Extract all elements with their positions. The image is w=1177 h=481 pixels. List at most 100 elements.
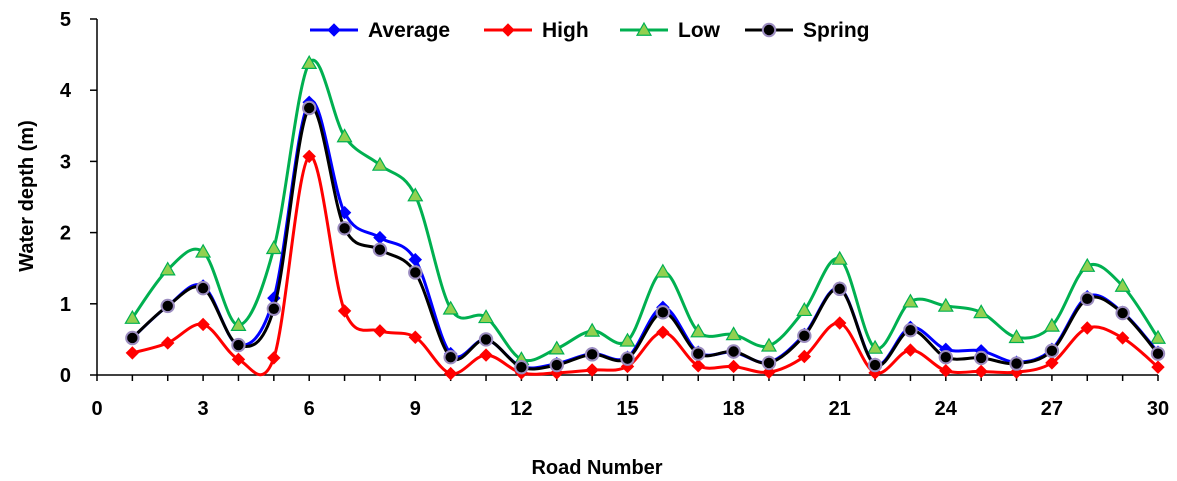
legend-item-average: Average [310,19,450,42]
data-point-high [797,349,812,364]
data-point-low [584,322,601,337]
y-axis-title: Water depth (m) [16,120,38,271]
data-point-spring [1044,343,1060,358]
data-point-low [690,323,707,338]
series-high [125,149,1165,381]
data-point-spring [832,281,847,297]
x-axis-title: Road Number [531,457,662,479]
data-point-low [1114,277,1131,292]
data-point-low [796,301,813,317]
legend-marker-high [501,23,515,37]
data-point-spring [903,322,918,338]
data-point-high [443,366,458,381]
data-point-low [654,263,671,278]
data-point-high [1151,360,1165,374]
data-point-high [408,330,423,344]
data-point-low [831,250,848,265]
legend-item-spring: Spring [745,19,870,42]
data-point-spring [620,351,635,366]
data-point-high [939,364,953,378]
legend-label-average: Average [368,19,450,42]
legend-label-low: Low [678,19,721,42]
x-tick-label: 0 [91,398,102,420]
data-point-high [1080,321,1094,335]
data-point-low [867,339,884,354]
data-point-low [760,337,778,352]
y-tick-label: 3 [60,151,71,173]
data-point-spring [443,350,458,365]
data-point-spring [867,357,883,373]
data-point-spring [691,346,706,361]
data-point-high [125,346,140,360]
series-layer [124,54,1167,381]
data-point-high [903,343,918,357]
legend: Average High Low Spring [310,19,870,42]
x-tick-label: 9 [410,398,421,420]
data-point-low [124,309,141,324]
data-point-spring [549,357,564,373]
data-point-low [265,240,282,255]
data-point-spring [797,328,812,344]
legend-marker-average [327,23,341,37]
data-point-low [159,261,176,276]
data-point-low [336,128,353,143]
data-point-low [619,332,636,347]
data-point-high [585,363,599,377]
x-tick-label: 3 [198,398,209,420]
data-point-low [1008,329,1025,344]
x-tick-label: 18 [722,398,744,420]
data-point-high [726,359,741,374]
data-point-low [1079,257,1096,272]
x-tick-label: 27 [1041,398,1063,420]
data-point-low [442,300,459,315]
x-tick-label: 30 [1147,398,1169,420]
data-point-low [725,326,742,341]
legend-label-high: High [542,19,589,42]
legend-item-low: Low [620,19,721,42]
data-point-low [301,54,318,69]
data-point-high [1115,331,1130,345]
data-point-high [302,149,316,164]
legend-item-high: High [484,19,589,42]
data-point-high [1045,356,1059,370]
data-point-spring [195,280,211,296]
series-spring [125,100,1166,375]
data-point-spring [655,305,671,320]
data-point-high [479,348,493,362]
data-point-spring [726,344,741,359]
data-point-low [195,243,212,258]
data-point-spring [1115,305,1130,321]
data-point-spring [761,355,777,371]
data-point-low [973,304,990,319]
y-tick-label: 0 [60,365,71,387]
data-point-low [230,316,247,332]
data-point-high [691,359,705,373]
data-point-low [371,156,388,171]
data-point-spring [938,350,953,365]
data-point-spring [337,221,352,236]
data-point-low [1043,317,1060,332]
data-point-spring [478,332,494,347]
data-point-spring [1009,356,1024,371]
x-tick-label: 24 [935,398,958,420]
x-tick-label: 15 [616,398,638,420]
data-point-high [231,352,246,367]
data-point-average [373,230,387,245]
series-low [124,54,1167,366]
data-point-low [548,340,565,355]
data-point-spring [1080,291,1095,307]
data-point-high [337,304,352,318]
data-point-spring [231,337,246,353]
data-point-low [477,309,495,324]
data-point-low [1149,329,1167,344]
y-tick-label: 4 [60,80,72,102]
data-point-spring [266,301,282,316]
legend-marker-spring [761,22,777,38]
data-point-high [656,325,670,339]
x-tick-label: 12 [510,398,532,420]
data-point-high [974,364,988,379]
x-tick-label: 6 [304,398,315,420]
data-point-high [267,351,281,365]
data-point-low [902,293,919,308]
